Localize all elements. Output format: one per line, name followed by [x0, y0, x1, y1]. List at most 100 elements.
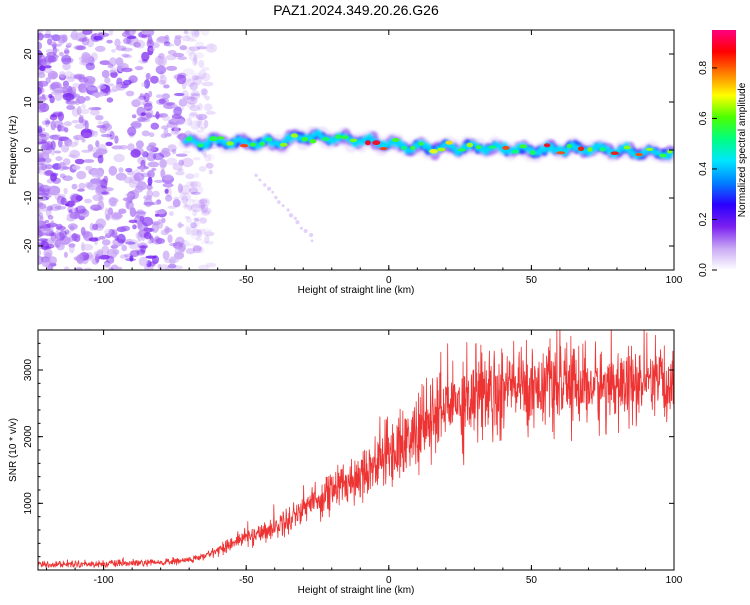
noise-blob: [138, 256, 148, 267]
noise-blob: [175, 153, 188, 157]
noise-blob: [101, 245, 110, 255]
noise-blob: [38, 163, 48, 171]
noise-blob: [202, 154, 208, 158]
noise-blob: [114, 135, 119, 144]
noise-blob: [38, 238, 48, 242]
noise-blob: [201, 240, 206, 244]
noise-blob: [161, 147, 170, 155]
noise-blob: [114, 38, 121, 47]
noise-blob: [50, 43, 62, 47]
noise-blob: [204, 103, 213, 112]
ridge-hotspot: [646, 147, 654, 151]
noise-blob: [190, 222, 197, 229]
noise-blob: [64, 203, 70, 207]
noise-blob: [201, 207, 212, 214]
noise-blob: [59, 173, 66, 179]
noise-blob: [172, 52, 185, 58]
noise-blob: [131, 114, 137, 119]
noise-blob: [91, 168, 103, 178]
noise-blob: [157, 263, 162, 269]
noise-blob: [184, 117, 193, 127]
ridge-hotspot: [309, 139, 317, 144]
noise-blob: [155, 111, 160, 120]
noise-blob: [205, 262, 217, 268]
noise-blob: [93, 207, 100, 211]
noise-blob: [107, 83, 115, 87]
noise-blob: [182, 202, 195, 210]
noise-blob: [44, 65, 52, 69]
noise-blob: [86, 38, 95, 48]
noise-blob: [177, 168, 184, 172]
noise-blob: [74, 123, 85, 129]
noise-blob: [138, 249, 146, 255]
y-tick-label: 2000: [23, 425, 34, 448]
noise-blob: [167, 234, 173, 244]
ridge-hotspot: [437, 147, 446, 152]
noise-blob: [38, 158, 46, 162]
x-tick-label: -50: [239, 275, 254, 286]
ridge-hotspot: [519, 144, 527, 149]
noise-blob: [89, 109, 100, 116]
noise-blob: [98, 235, 106, 240]
noise-blob: [71, 183, 78, 190]
noise-blob: [45, 160, 50, 168]
noise-blob: [61, 144, 70, 153]
noise-blob: [109, 57, 117, 67]
noise-blob: [155, 65, 167, 75]
noise-blob: [63, 187, 68, 195]
noise-blob: [70, 86, 77, 95]
noise-blob: [199, 217, 208, 224]
noise-blob: [158, 264, 170, 270]
noise-blob: [75, 267, 83, 270]
noise-blob: [267, 186, 272, 191]
noise-blob: [196, 129, 205, 133]
noise-blob: [97, 121, 104, 125]
noise-blob: [73, 134, 85, 140]
noise-blob: [121, 47, 133, 52]
noise-blob: [189, 187, 198, 195]
noise-blob: [44, 231, 56, 237]
ridge-hotspot: [529, 150, 536, 156]
noise-blob: [177, 56, 187, 60]
noise-blob: [130, 149, 141, 158]
noise-blob: [47, 215, 54, 220]
noise-blob: [130, 120, 142, 129]
noise-blob: [87, 144, 94, 152]
noise-blob: [163, 84, 170, 89]
noise-blob: [162, 182, 174, 188]
noise-blob: [111, 49, 116, 53]
noise-blob: [111, 145, 124, 150]
snr-panel: -100 -50 0 50 100 1000 2000 3000 Height of str…: [8, 329, 683, 596]
noise-blob: [198, 246, 205, 254]
ridge-hotspot: [217, 136, 225, 140]
x-tick-label: -100: [94, 575, 114, 586]
noise-blob: [52, 120, 61, 126]
noise-blob: [45, 207, 52, 217]
noise-blob: [63, 121, 72, 127]
noise-blob: [110, 71, 118, 78]
noise-blob: [63, 47, 70, 56]
noise-blob: [54, 192, 61, 200]
y-tick-label: 20: [23, 48, 34, 60]
noise-blob: [173, 92, 185, 97]
noise-blob: [38, 72, 46, 79]
noise-blob: [146, 144, 156, 152]
ridge-hotspot: [418, 142, 424, 146]
noise-blob: [92, 223, 99, 231]
noise-blob: [159, 70, 164, 80]
noise-blob: [286, 208, 290, 212]
noise-blob: [57, 239, 65, 247]
noise-blob: [200, 30, 210, 36]
noise-blob: [69, 149, 81, 159]
noise-blob: [118, 167, 124, 173]
noise-blob: [101, 239, 111, 246]
noise-blob: [204, 231, 215, 237]
noise-blob: [50, 72, 57, 79]
noise-blob: [49, 114, 58, 121]
noise-blob: [38, 30, 44, 33]
noise-blob: [154, 209, 166, 215]
x-tick-label: -50: [239, 575, 254, 586]
noise-blob: [40, 153, 50, 158]
noise-blob: [167, 144, 177, 153]
